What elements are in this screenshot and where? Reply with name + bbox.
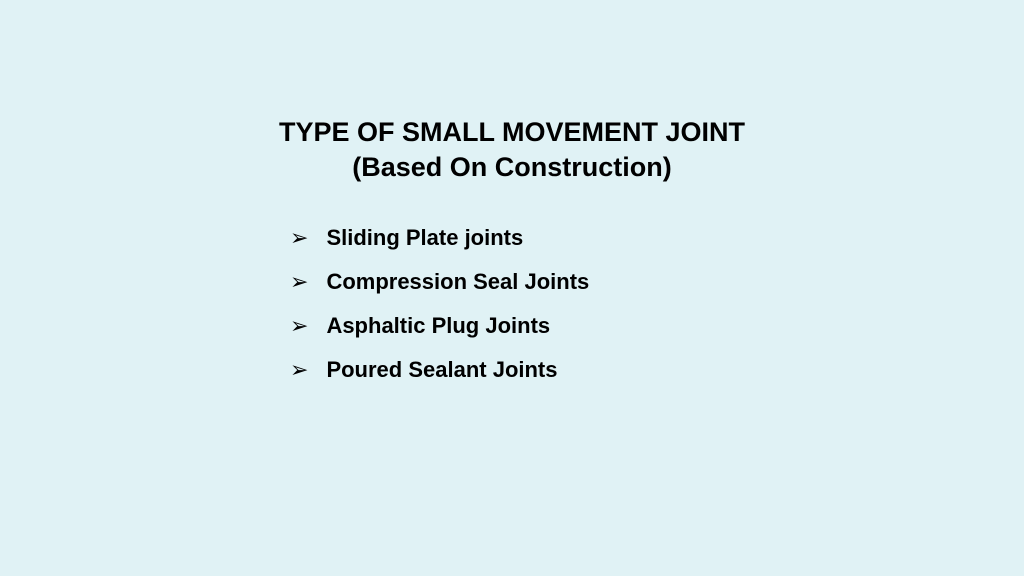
chevron-right-icon: ➢ (290, 225, 308, 251)
title-line-1: TYPE OF SMALL MOVEMENT JOINT (0, 115, 1024, 150)
chevron-right-icon: ➢ (290, 313, 308, 339)
list-item-label: Compression Seal Joints (326, 269, 589, 295)
list-item: ➢ Sliding Plate joints (290, 225, 1024, 251)
title-line-2: (Based On Construction) (0, 150, 1024, 185)
list-item-label: Asphaltic Plug Joints (326, 313, 550, 339)
list-item: ➢ Asphaltic Plug Joints (290, 313, 1024, 339)
list-item-label: Sliding Plate joints (326, 225, 523, 251)
chevron-right-icon: ➢ (290, 357, 308, 383)
title-block: TYPE OF SMALL MOVEMENT JOINT (Based On C… (0, 115, 1024, 185)
slide-container: TYPE OF SMALL MOVEMENT JOINT (Based On C… (0, 0, 1024, 576)
list-item: ➢ Compression Seal Joints (290, 269, 1024, 295)
list-item: ➢ Poured Sealant Joints (290, 357, 1024, 383)
chevron-right-icon: ➢ (290, 269, 308, 295)
list-item-label: Poured Sealant Joints (326, 357, 557, 383)
bullet-list: ➢ Sliding Plate joints ➢ Compression Sea… (290, 225, 1024, 383)
